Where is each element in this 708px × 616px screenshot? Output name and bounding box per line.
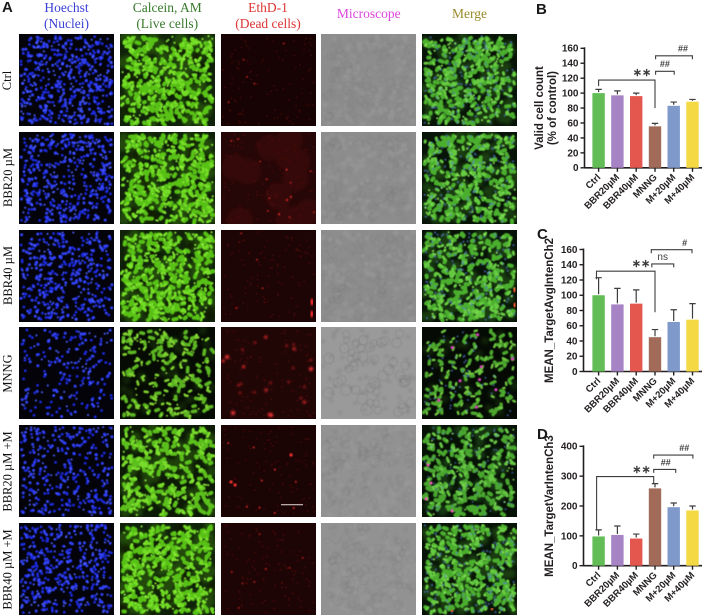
svg-text:300: 300	[561, 472, 578, 483]
svg-text:160: 160	[561, 245, 578, 256]
svg-text:20: 20	[567, 148, 579, 159]
svg-text:40: 40	[567, 133, 579, 144]
svg-text:200: 200	[561, 501, 578, 512]
svg-text:100: 100	[561, 291, 578, 302]
svg-text:0: 0	[572, 561, 578, 572]
svg-text:80: 80	[567, 103, 579, 114]
svg-text:B: B	[536, 1, 547, 18]
svg-text:∗∗: ∗∗	[633, 67, 651, 79]
svg-text:20: 20	[566, 352, 578, 363]
svg-text:100: 100	[562, 89, 579, 100]
svg-text:(% of control): (% of control)	[547, 71, 559, 145]
svg-text:MEAN_TargetAvgIntenCh2: MEAN_TargetAvgIntenCh2	[544, 238, 556, 383]
svg-text:140: 140	[561, 260, 578, 271]
svg-text:##: ##	[660, 59, 670, 69]
svg-text:40: 40	[566, 336, 578, 347]
svg-text:400: 400	[561, 442, 578, 453]
svg-text:##: ##	[661, 458, 671, 468]
svg-text:160: 160	[562, 44, 579, 55]
svg-text:120: 120	[561, 275, 578, 286]
svg-text:60: 60	[566, 321, 578, 332]
svg-text:ns: ns	[657, 252, 668, 263]
svg-text:MEAN_TargetVarIntenCh3: MEAN_TargetVarIntenCh3	[544, 435, 556, 577]
svg-text:∗∗: ∗∗	[632, 258, 650, 270]
svg-text:140: 140	[562, 59, 579, 70]
svg-text:##: ##	[679, 443, 689, 453]
svg-text:D: D	[537, 426, 548, 443]
svg-text:80: 80	[566, 306, 578, 317]
svg-text:∗∗: ∗∗	[632, 464, 650, 476]
svg-text:Valid cell count: Valid cell count	[534, 66, 546, 150]
svg-text:0: 0	[572, 367, 578, 378]
svg-text:0: 0	[573, 163, 579, 174]
svg-text:120: 120	[562, 74, 579, 85]
svg-text:##: ##	[678, 44, 688, 54]
svg-text:#: #	[682, 238, 687, 248]
svg-text:C: C	[537, 226, 548, 243]
svg-text:60: 60	[567, 118, 579, 129]
svg-text:100: 100	[561, 531, 578, 542]
